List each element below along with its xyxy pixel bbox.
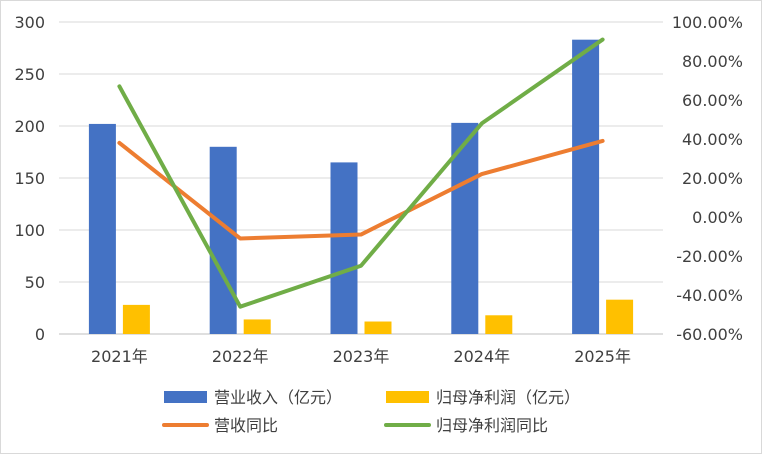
right-axis-tick-label: -40.00% <box>676 286 743 305</box>
legend-label: 营收同比 <box>214 416 278 435</box>
x-axis: 2021年 2022年 2023年 2024年 2025年 <box>91 347 631 366</box>
bar-series <box>88 39 634 335</box>
left-axis-tick-label: 200 <box>14 117 45 136</box>
net-profit-bar <box>364 321 392 334</box>
right-axis-tick-label: 100.00% <box>672 13 743 32</box>
revenue-bar <box>330 162 358 334</box>
left-axis-tick-label: 100 <box>14 221 45 240</box>
legend-swatch <box>386 391 429 403</box>
line-series <box>117 37 605 309</box>
x-axis-tick-label: 2022年 <box>212 347 269 366</box>
x-axis-tick-label: 2025年 <box>574 347 631 366</box>
revenue-bar <box>88 123 116 334</box>
right-axis-tick-label: 0.00% <box>692 208 743 227</box>
x-axis-tick-label: 2024年 <box>453 347 510 366</box>
x-axis-tick-label: 2021年 <box>91 347 148 366</box>
legend-label: 营业收入（亿元） <box>214 388 342 407</box>
legend: 营业收入（亿元） 归母净利润（亿元） 营收同比 归母净利润同比 <box>162 388 580 435</box>
legend-label: 归母净利润同比 <box>436 416 548 435</box>
revenue-bar <box>451 122 479 334</box>
right-axis-tick-label: -20.00% <box>676 247 743 266</box>
left-axis-tick-label: 0 <box>35 325 45 344</box>
left-axis-tick-label: 50 <box>25 273 45 292</box>
right-axis: -60.00% -40.00% -20.00% 0.00% 20.00% 40.00% 60… <box>672 13 743 344</box>
x-axis-tick-label: 2023年 <box>333 347 390 366</box>
left-axis-tick-label: 250 <box>14 65 45 84</box>
left-axis-tick-label: 150 <box>14 169 45 188</box>
right-axis-tick-label: 60.00% <box>682 91 743 110</box>
net-profit-bar <box>243 319 271 334</box>
legend-label: 归母净利润（亿元） <box>436 388 580 407</box>
revenue-bar <box>209 146 237 334</box>
net-profit-bar <box>122 304 150 334</box>
net-profit-bar <box>485 315 513 334</box>
legend-swatch <box>164 391 207 403</box>
net-profit-yoy-line <box>117 37 605 309</box>
net-profit-bar <box>606 299 634 334</box>
right-axis-tick-label: 80.00% <box>682 52 743 71</box>
left-axis: 0 50 100 150 200 250 300 <box>14 13 45 344</box>
right-axis-tick-label: 40.00% <box>682 130 743 149</box>
revenue-yoy-line <box>117 138 605 241</box>
right-axis-tick-label: -60.00% <box>676 325 743 344</box>
gridlines <box>59 21 663 335</box>
right-axis-tick-label: 20.00% <box>682 169 743 188</box>
left-axis-tick-label: 300 <box>14 13 45 32</box>
revenue-bar <box>572 39 600 335</box>
